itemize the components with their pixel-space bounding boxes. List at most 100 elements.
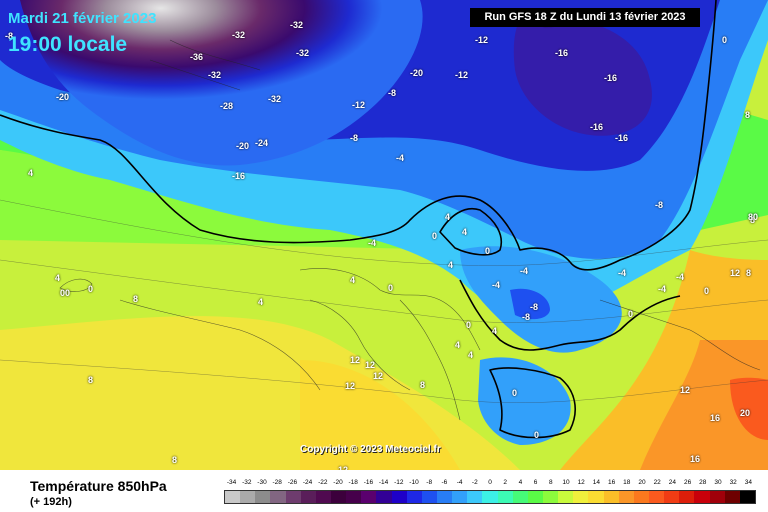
isotherm-value-label: 4 [492,326,498,336]
legend-panel: Température 850hPa (+ 192h) -34 -32 -30 -28… [0,470,768,512]
scale-swatch [376,491,392,503]
isotherm-value-label: 0 [485,246,491,256]
isotherm-value-label: -4 [368,238,377,248]
isotherm-value-label: 0 [88,284,94,294]
scale-swatch [497,491,513,503]
parameter-title: Température 850hPa [30,478,167,494]
isotherm-value-label: 8 [750,215,756,225]
scale-tick-label: -2 [471,479,478,486]
isotherm-value-label: -4 [520,266,529,276]
isotherm-value-label: -16 [590,122,604,132]
isotherm-value-label: -32 [208,70,222,80]
isotherm-value-label: -8 [388,88,397,98]
scale-tick-label: 26 [683,479,692,486]
isotherm-value-label: -16 [604,73,618,83]
isotherm-value-label: -16 [555,48,569,58]
scale-tick-label: 24 [668,479,676,486]
scale-tick-label: 12 [577,479,585,486]
isotherm-value-label: 8 [420,380,426,390]
scale-tick-label: 6 [533,479,538,486]
isotherm-value-label: 8 [88,375,94,385]
isotherm-value-label: -36 [190,52,204,62]
scale-tick-label: 4 [518,479,523,486]
isotherm-value-label: 4 [445,212,451,222]
scale-swatch [527,491,543,503]
scale-swatch [240,491,256,503]
isotherm-value-label: -32 [296,48,310,58]
isotherm-value-label: 8 [745,110,751,120]
scale-swatch [739,491,755,503]
isotherm-value-label: -24 [255,138,269,148]
scale-swatch [542,491,559,503]
scale-swatch [482,491,498,503]
scale-swatch [603,491,619,503]
scale-swatch [633,491,649,503]
scale-tick-label: 30 [714,479,722,486]
scale-swatch [664,491,680,503]
valid-time: 19:00 locale [8,33,128,56]
scale-swatch [361,491,377,503]
scale-tick-label: -4 [456,479,463,486]
valid-date: Mardi 21 février 2023 [8,10,157,27]
isotherm-value-label: 00 [60,288,71,298]
isotherm-value-label: -8 [350,133,359,143]
scale-swatch [618,491,634,503]
isotherm-value-label: -4 [618,268,627,278]
isotherm-value-label: -12 [455,70,469,80]
isotherm-value-label: 0 [704,286,710,296]
scale-tick-label: -26 [287,479,298,486]
isotherm-value-label: 0 [628,309,634,319]
scale-tick-label: -20 [333,479,343,486]
scale-swatch [255,491,271,503]
scale-tick-label: -14 [378,479,389,486]
isotherm-value-label: 16 [710,413,721,423]
isotherm-value-label: 4 [55,273,61,283]
scale-swatch [512,491,528,503]
isotherm-value-label: 0 [388,283,394,293]
scale-tick-label: -16 [363,479,374,486]
isotherm-value-label: 80 [748,212,759,222]
isotherm-value-label: 0 [466,320,472,330]
isotherm-value-label: 8 [172,455,178,465]
scale-swatch [346,491,362,503]
isotherm-value-label: 4 [455,340,461,350]
isotherm-value-label: 12 [373,371,384,381]
isotherm-value-label: 4 [462,227,468,237]
isotherm-value-label: 16 [690,454,701,464]
isotherm-value-label: 4 [28,168,34,178]
isotherm-value-label: 12 [345,381,356,391]
isotherm-value-label: 0 [432,231,438,241]
scale-swatch [679,491,695,503]
isotherm-value-label: 12 [680,385,691,395]
copyright: Copyright © 2023 Meteociel.fr [300,444,441,455]
scale-tick-label: 8 [548,479,553,486]
scale-tick-label: 22 [653,479,661,486]
scale-tick-label: -30 [257,479,267,486]
isotherm-value-label: -8 [5,31,14,41]
isotherm-value-label: -32 [290,20,304,30]
scale-tick-label: 2 [503,479,507,486]
scale-tick-label: 14 [592,479,600,486]
scale-swatch [436,491,453,503]
isotherm-value-label: -20 [236,141,250,151]
isotherm-value-label: -8 [655,200,664,210]
isotherm-value-label: 4 [448,260,454,270]
scale-swatch [724,491,740,503]
isotherm-value-label: 0 [534,430,540,440]
isotherm-value-label: 4 [468,350,474,360]
isotherm-value-label: 0 [722,35,728,45]
scale-tick-label: -18 [348,479,358,486]
scale-tick-label: 0 [488,479,492,486]
isotherm-value-label: -32 [268,94,282,104]
lead-time: (+ 192h) [30,496,72,508]
isotherm-value-label: 12 [350,355,361,365]
isotherm-value-label: -32 [232,30,246,40]
scale-swatch [285,491,301,503]
scale-tick-label: -12 [394,479,404,486]
isotherm-value-label: -16 [232,171,246,181]
scale-tick-label: -10 [409,479,419,486]
scale-tick-label: 18 [623,479,631,486]
isotherm-value-label: -12 [475,35,489,45]
scale-swatch [391,491,407,503]
isotherm-value-label: 8 [133,294,139,304]
